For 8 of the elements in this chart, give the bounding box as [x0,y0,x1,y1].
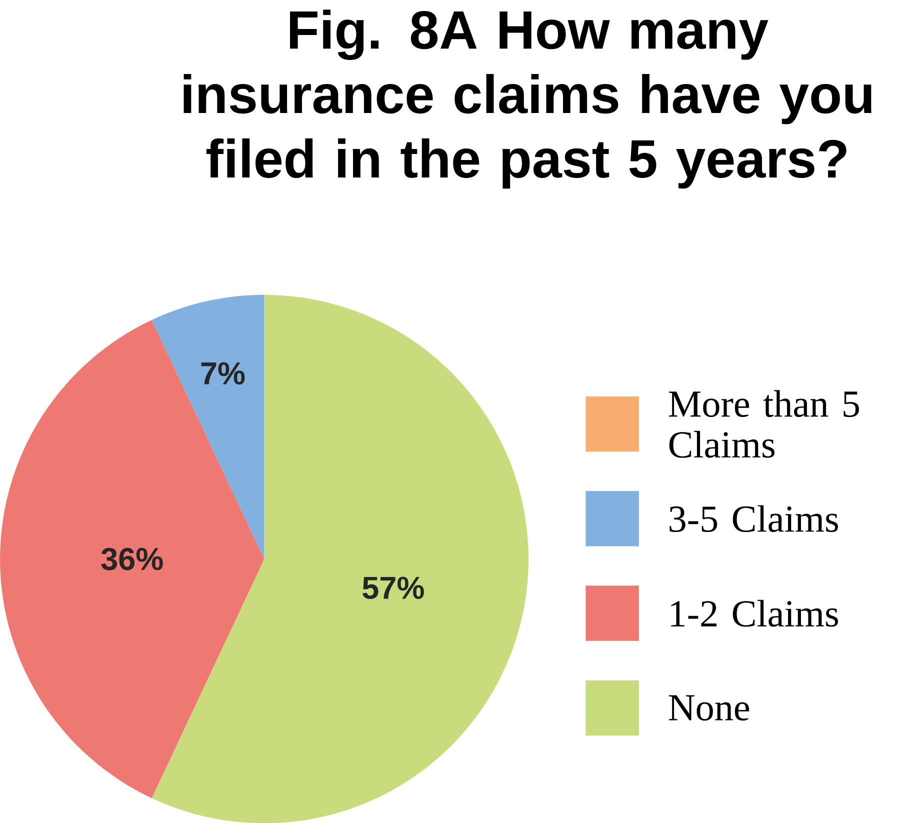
data-label: 57% [362,576,424,599]
chart-title: Fig. 8A How many insurance claims have you filed in the past 5 years? [184,9,872,188]
legend-label: 1-2 Claims [671,600,838,627]
data-label: 36% [101,548,163,570]
data-label: 7% [201,362,245,384]
legend-label: 3-5 Claims [670,505,838,532]
legend-label: More than 5 Claims [668,390,859,458]
legend-label: None [668,695,750,720]
